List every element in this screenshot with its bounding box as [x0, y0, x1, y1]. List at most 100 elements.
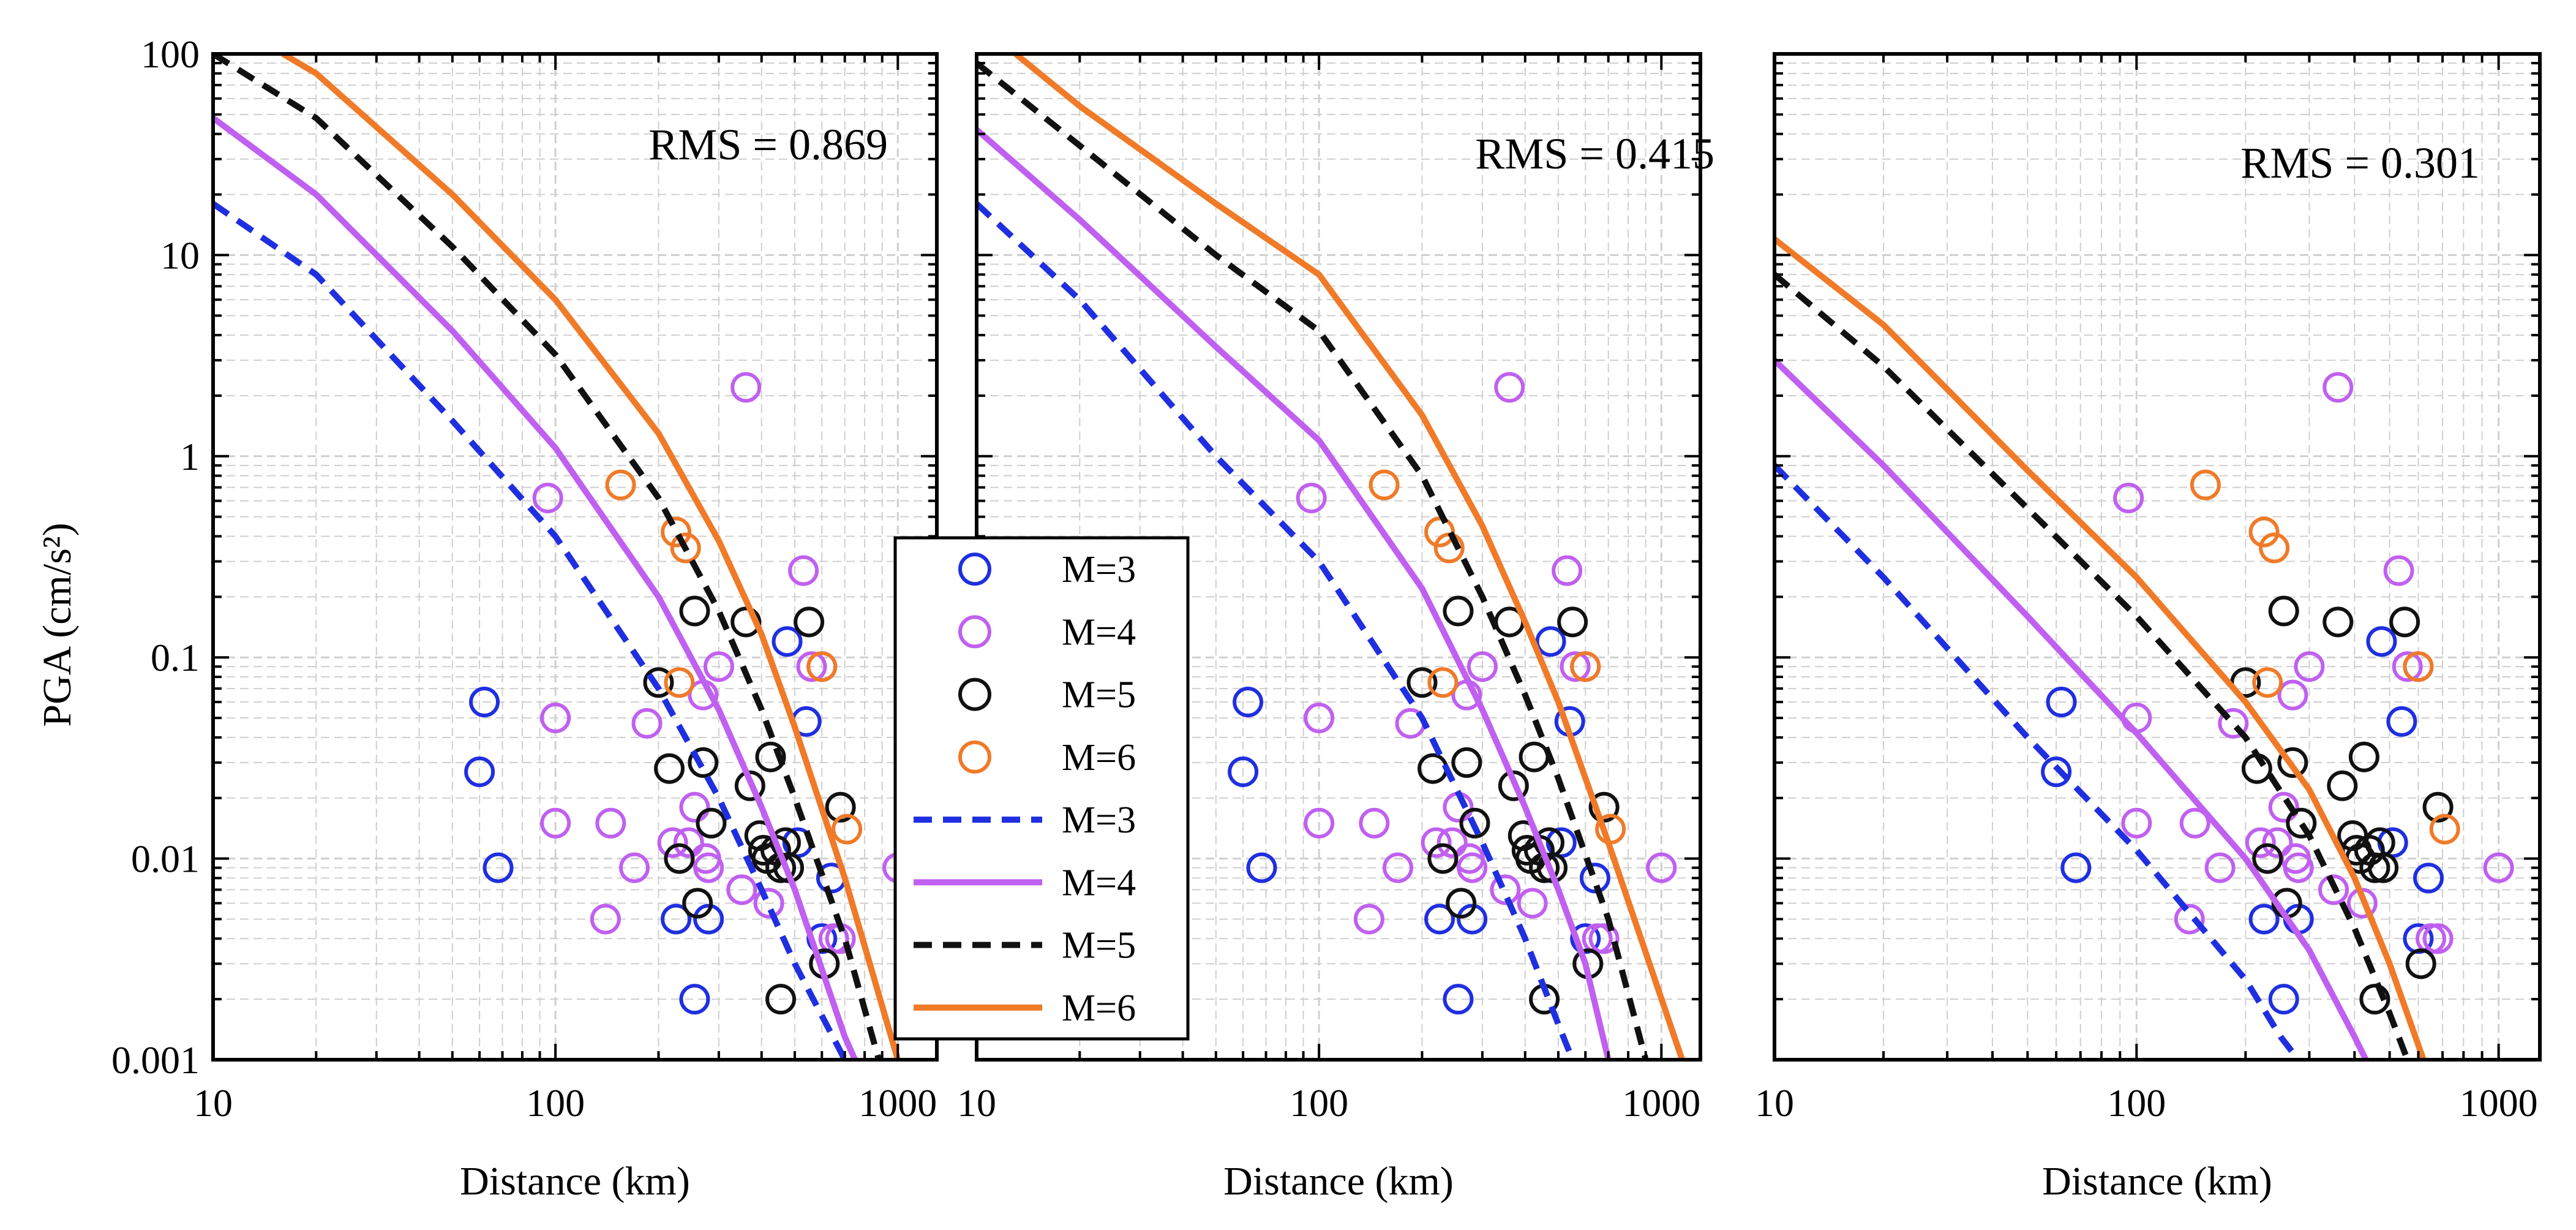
obs-point-m4	[2383, 555, 2414, 586]
obs-point-m4	[726, 874, 757, 905]
x-axis-title-2: Distance (km)	[1223, 1159, 1454, 1204]
obs-point-m4	[631, 707, 663, 739]
obs-point-m5	[679, 595, 710, 627]
obs-point-m3	[2268, 984, 2299, 1015]
obs-point-m4	[1304, 807, 1335, 839]
x-tick-label: 1000	[858, 1081, 937, 1125]
obs-point-m5	[2277, 747, 2308, 778]
obs-point-m3	[1579, 862, 1610, 894]
obs-point-m5	[2327, 770, 2358, 801]
obs-point-m3	[1228, 756, 1259, 787]
obs-point-m4	[1494, 372, 1525, 403]
obs-point-m5	[2422, 791, 2454, 823]
obs-point-m3	[1233, 687, 1264, 718]
obs-point-m5	[688, 747, 719, 778]
x-axis-title-1: Distance (km)	[460, 1159, 690, 1204]
rms-label: RMS = 0.415	[1475, 129, 1714, 178]
obs-point-m3	[1535, 626, 1566, 657]
obs-point-m4	[2218, 707, 2249, 739]
obs-point-m5	[2286, 807, 2317, 839]
obs-point-m4	[2245, 827, 2276, 858]
obs-point-m4	[2318, 874, 2349, 905]
obs-point-m4	[2283, 852, 2314, 883]
obs-point-m4	[2483, 852, 2514, 883]
panel-2: 10 100 1000 RMS = 0.415	[957, 52, 1714, 1125]
obs-point-m5	[2323, 606, 2354, 638]
obs-point-m3	[2046, 687, 2077, 718]
obs-point-m5	[794, 606, 825, 638]
model-curve-m4	[1774, 358, 2369, 1060]
obs-point-m5	[734, 770, 765, 801]
obs-point-m4	[1490, 874, 1521, 905]
obs-point-m3	[661, 904, 692, 935]
obs-point-m5	[643, 667, 674, 698]
panel-3-observations	[2041, 372, 2514, 1015]
obs-point-m6	[1570, 651, 1601, 682]
panel-3-frame	[1773, 52, 2542, 1062]
y-tick-label: 1	[180, 435, 200, 478]
obs-point-m6	[2252, 667, 2283, 698]
obs-point-m3	[2386, 706, 2417, 737]
obs-point-m4	[2294, 651, 2325, 682]
obs-point-m6	[1427, 667, 1459, 698]
x-axis-title-3: Distance (km)	[2042, 1159, 2272, 1204]
obs-point-m5	[2389, 606, 2420, 638]
obs-point-m5	[825, 791, 856, 823]
obs-point-m4	[1457, 852, 1488, 883]
obs-point-m4	[2262, 827, 2293, 858]
obs-point-m3	[2366, 626, 2397, 657]
obs-point-m4	[679, 791, 710, 823]
model-curve-m5	[977, 61, 1649, 1060]
obs-point-m3	[483, 852, 514, 883]
model-curve-m6	[1774, 236, 2427, 1060]
legend-label: M=5	[1062, 674, 1136, 716]
x-tick-label: 10	[1755, 1081, 1794, 1125]
obs-point-m5	[1557, 606, 1588, 638]
model-curve-m5	[1774, 272, 2411, 1060]
obs-point-m4	[2268, 791, 2299, 823]
obs-point-m4	[1421, 827, 1452, 858]
panel-3-ticks	[1773, 53, 2540, 1061]
obs-point-m4	[788, 555, 819, 586]
x-tick-label: 100	[526, 1081, 585, 1125]
obs-point-m3	[693, 904, 724, 935]
obs-point-m4	[703, 651, 734, 682]
obs-point-m4	[595, 807, 626, 839]
obs-point-m5	[1427, 843, 1459, 874]
legend-label: M=3	[1062, 549, 1136, 590]
panel-1-ticks	[212, 53, 937, 1061]
obs-point-m4	[1560, 651, 1591, 682]
obs-point-m4	[2121, 807, 2152, 839]
obs-point-m5	[1446, 888, 1477, 919]
obs-point-m4	[1382, 852, 1413, 883]
model-curve-m5	[213, 54, 882, 1060]
obs-point-m4	[796, 651, 827, 682]
obs-point-m5	[2268, 595, 2299, 627]
legend-label: M=5	[1062, 925, 1136, 967]
y-tick-label: 0.001	[111, 1038, 200, 1082]
obs-point-m5	[2348, 741, 2379, 772]
x-tick-label: 10	[957, 1081, 996, 1125]
obs-point-m3	[772, 626, 803, 657]
obs-point-m5	[765, 984, 797, 1015]
y-tick-label: 0.01	[131, 837, 200, 881]
obs-point-m3	[469, 687, 500, 718]
model-curve-m4	[977, 127, 1612, 1060]
obs-point-m4	[2113, 482, 2144, 513]
obs-point-m4	[2204, 852, 2236, 883]
rms-label: RMS = 0.301	[2240, 138, 2480, 187]
x-tick-label: 100	[2107, 1081, 2166, 1125]
obs-point-m6	[2190, 469, 2221, 500]
panel-1-curves	[213, 54, 901, 1060]
obs-point-m5	[2405, 948, 2436, 979]
obs-point-m5	[2252, 843, 2283, 874]
obs-point-m4	[1304, 703, 1335, 734]
obs-point-m6	[2429, 813, 2460, 845]
legend-marker-circle	[958, 677, 991, 711]
panel-3-curves	[1774, 236, 2427, 1060]
y-axis-title: PGA (cm/s²)	[35, 523, 80, 726]
obs-point-m5	[696, 807, 727, 839]
obs-point-m6	[2403, 651, 2434, 682]
legend-marker-circle	[958, 615, 991, 649]
